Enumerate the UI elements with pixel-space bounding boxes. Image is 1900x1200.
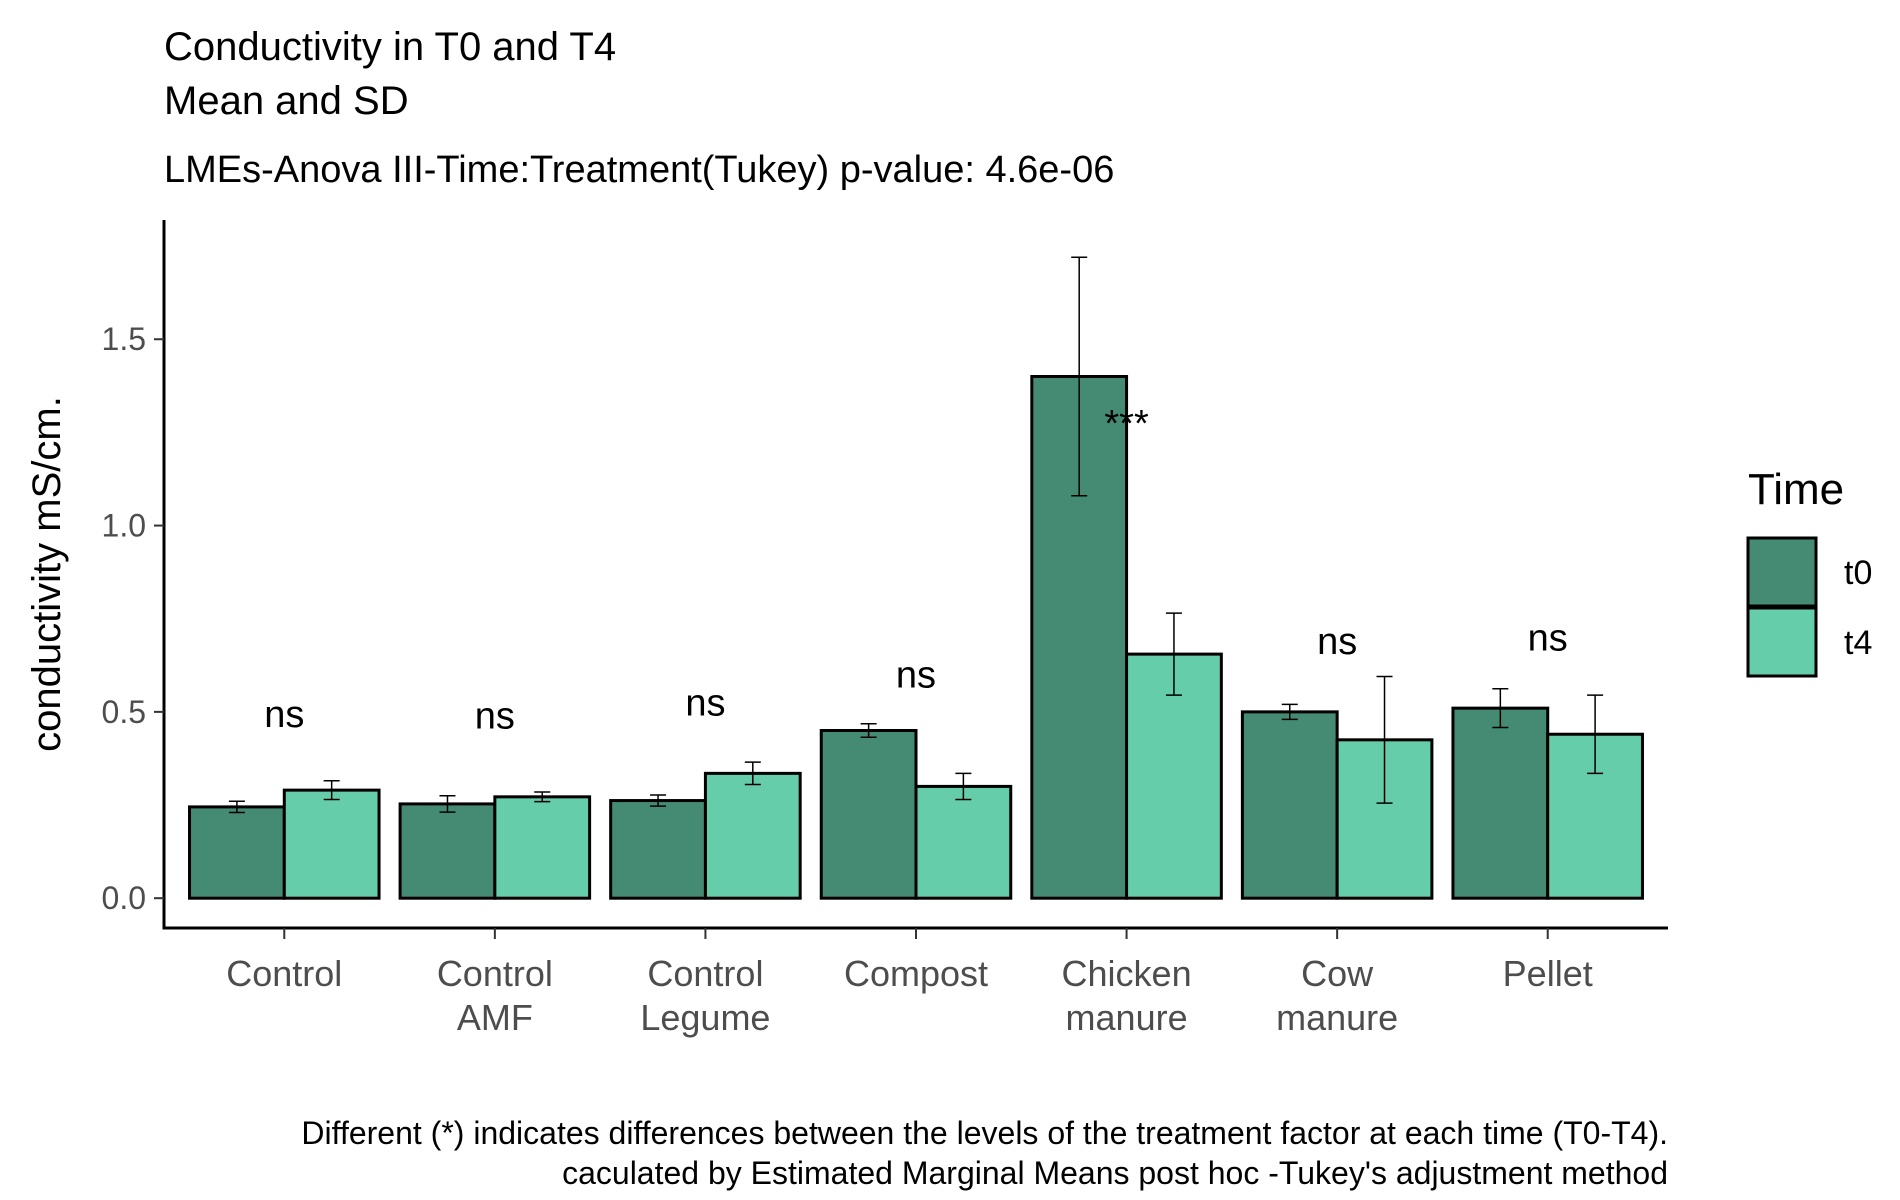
x-tick-label: Cow	[1301, 953, 1374, 994]
x-tick-label: AMF	[457, 997, 533, 1038]
bar-t0	[609, 799, 707, 900]
errorbars-layer	[228, 256, 1604, 814]
legend: Time t0 t4	[1746, 465, 1872, 678]
x-tick-label: Control	[437, 953, 553, 994]
significance-label: ns	[1528, 617, 1568, 659]
bar-t4	[493, 795, 592, 900]
chart-subtitle: LMEs-Anova III-Time:Treatment(Tukey) p-v…	[164, 149, 1114, 191]
bar-t0	[819, 729, 918, 900]
caption: Different (*) indicates differences betw…	[301, 1115, 1668, 1191]
legend-key-t0	[1746, 536, 1818, 608]
y-tick-label: 1.0	[102, 508, 146, 544]
legend-label-t4: t4	[1844, 624, 1872, 662]
y-tick-label: 0.0	[102, 880, 146, 916]
bar-t0	[1451, 706, 1550, 900]
bars-layer	[188, 375, 1644, 900]
y-tick-label: 0.5	[102, 694, 146, 730]
bar-t4	[1546, 732, 1644, 900]
annotations-layer: ns ns ns ns *** ns ns	[264, 403, 1568, 738]
significance-label: ns	[685, 683, 725, 725]
x-tick-label: manure	[1276, 997, 1398, 1038]
significance-label: ns	[896, 655, 936, 697]
x-tick-label: Pellet	[1503, 953, 1593, 994]
y-axis-label: conductivity mS/cm.	[25, 396, 69, 752]
caption-line-1: Different (*) indicates differences betw…	[301, 1115, 1668, 1151]
significance-label: ***	[1104, 403, 1149, 445]
x-tick-label: manure	[1066, 997, 1188, 1038]
bar-t0	[1240, 710, 1339, 900]
x-tick-label: Control	[647, 953, 763, 994]
chart-title-line2: Mean and SD	[164, 79, 409, 123]
legend-key-t4	[1746, 606, 1818, 678]
y-tick-label: 1.5	[102, 321, 146, 357]
bar-t4	[914, 784, 1013, 900]
bar-t4	[282, 788, 381, 900]
significance-label: ns	[264, 694, 304, 736]
legend-title: Time	[1748, 465, 1844, 514]
chart-title: Conductivity in T0 and T4	[164, 25, 616, 69]
x-tick-label: Control	[226, 953, 342, 994]
caption-line-2: caculated by Estimated Marginal Means po…	[562, 1155, 1668, 1191]
bar-t0	[398, 802, 497, 900]
x-tick-label: Chicken	[1062, 953, 1192, 994]
bar-t4	[703, 771, 802, 900]
significance-label: ns	[1317, 621, 1357, 663]
legend-items: t0 t4	[1746, 536, 1872, 678]
legend-label-t0: t0	[1844, 554, 1872, 592]
x-tick-label: Legume	[640, 997, 770, 1038]
x-tick-label: Compost	[844, 953, 988, 994]
significance-label: ns	[475, 696, 515, 738]
bar-t0	[188, 805, 286, 900]
y-ticks: 0.0 0.5 1.0 1.5	[102, 321, 164, 916]
